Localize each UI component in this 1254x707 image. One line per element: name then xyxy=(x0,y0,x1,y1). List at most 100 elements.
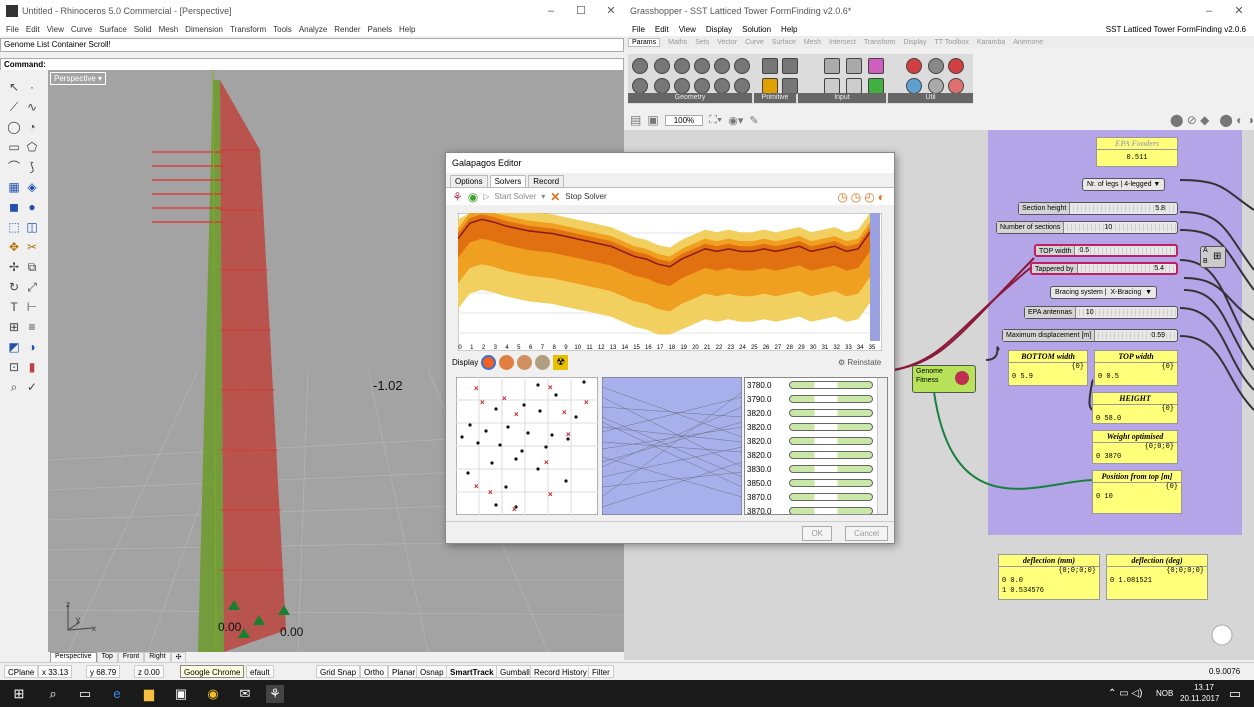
language-indicator[interactable]: NOB xyxy=(1156,689,1174,698)
position-panel[interactable]: Position from top [m] {0} 0 10 xyxy=(1092,470,1182,514)
point-icon[interactable]: · xyxy=(30,80,34,94)
chevron-down-icon[interactable]: ▾ xyxy=(541,192,546,201)
list-item[interactable]: 3830.0 xyxy=(745,462,887,476)
graph-mode-icons[interactable]: ◷◷◴◐ xyxy=(837,189,888,204)
display-mode-2-icon[interactable] xyxy=(499,355,515,370)
weight-panel[interactable]: Weight optimised {0;0;0} 0 3870 xyxy=(1092,430,1178,464)
ribbon-group-geometry[interactable]: Geometry xyxy=(628,93,752,103)
cplane-label[interactable]: CPlane xyxy=(4,665,39,678)
mesh-param-icon[interactable] xyxy=(654,78,670,94)
ribbon-group-input[interactable]: Input xyxy=(798,93,886,103)
analyze-icon[interactable]: ⊡ xyxy=(8,360,20,374)
display-mode-3-icon[interactable] xyxy=(517,355,533,370)
number-param-icon[interactable] xyxy=(762,78,778,94)
select-arrow-icon[interactable]: ↖ xyxy=(8,80,20,94)
toggle-icon[interactable] xyxy=(824,58,840,74)
menu-help[interactable]: Help xyxy=(399,24,416,34)
check-icon[interactable]: ✓ xyxy=(26,380,38,394)
menu-surface[interactable]: Surface xyxy=(99,24,127,34)
deflection-mm-panel[interactable]: deflection (mm) {0;0;0;0} 0 0.0 1 0.534576 xyxy=(998,554,1100,600)
start-solver-button[interactable]: Start Solver xyxy=(494,192,537,201)
edge-icon[interactable]: e xyxy=(113,686,121,701)
circle-param-icon[interactable] xyxy=(694,58,710,74)
curve-param-icon[interactable] xyxy=(734,58,750,74)
windows-start-icon[interactable]: ⊞ xyxy=(13,686,25,701)
field-param-icon[interactable] xyxy=(694,78,710,94)
ok-button[interactable]: OK xyxy=(802,526,832,541)
vector-param-icon[interactable] xyxy=(674,58,690,74)
preview-eye-icon[interactable]: ◉▾ xyxy=(728,114,744,127)
reinstate-button[interactable]: ⚙ Reinstate xyxy=(838,358,881,367)
gh-tab-karamba[interactable]: Karamba xyxy=(976,38,1006,46)
menu-panels[interactable]: Panels xyxy=(367,24,392,34)
gh-menu-display[interactable]: Display xyxy=(705,24,733,34)
scale-icon[interactable]: ⤢ xyxy=(27,280,37,294)
menu-tools[interactable]: Tools xyxy=(273,24,292,34)
menu-view[interactable]: View xyxy=(46,24,64,34)
deflection-deg-panel[interactable]: deflection (deg) {0;0;0;0} 0 1.081521 xyxy=(1106,554,1208,600)
gh-close-icon[interactable]: ✕ xyxy=(1234,5,1244,17)
rectangle-icon[interactable]: ▭ xyxy=(8,140,20,154)
grid-snap-toggle[interactable]: Grid Snap xyxy=(316,665,361,678)
polygon-icon[interactable]: ⬠ xyxy=(26,140,38,154)
panel-icon[interactable] xyxy=(846,78,862,94)
list-item[interactable]: 3820.0 xyxy=(745,448,887,462)
fillet-icon[interactable]: ⌒ xyxy=(7,160,20,174)
height-panel[interactable]: HEIGHT {0} 0 58.0 xyxy=(1092,392,1178,424)
list-item[interactable]: 3870.0 xyxy=(745,490,887,504)
nr-legs-dropdown[interactable]: Nr. of legs | 4-legged ▼ xyxy=(1082,178,1166,191)
sketch-icon[interactable]: ✎ xyxy=(749,114,759,127)
list-item[interactable]: 3780.0 xyxy=(745,378,887,392)
gh-menu-edit[interactable]: Edit xyxy=(654,24,669,34)
zoom-icon[interactable]: ⌕ xyxy=(10,380,18,394)
minimize-icon[interactable]: – xyxy=(547,5,555,17)
line-param-icon[interactable] xyxy=(734,78,750,94)
flask-icon[interactable] xyxy=(948,78,964,94)
circle-icon[interactable]: ◯ xyxy=(7,120,21,134)
number-sections-slider[interactable]: Number of sections 10 xyxy=(996,221,1178,234)
polyline-icon[interactable]: ⟋ xyxy=(9,100,19,114)
maximize-icon[interactable]: ☐ xyxy=(576,5,586,17)
ribbon-group-primitive[interactable]: Primitive xyxy=(754,93,796,103)
button-icon[interactable] xyxy=(846,58,862,74)
menu-file[interactable]: File xyxy=(6,24,19,34)
search-icon[interactable]: ⌕ xyxy=(49,686,57,701)
offset-icon[interactable]: ⟆ xyxy=(29,160,35,174)
galapagos-icon[interactable] xyxy=(868,78,884,94)
file-explorer-icon[interactable]: ▆ xyxy=(144,686,154,701)
gh-tab-sets[interactable]: Sets xyxy=(695,38,710,46)
fitness-list[interactable]: 3780.0 3790.0 3820.0 3820.0 3820.0 3820.… xyxy=(744,377,888,515)
surface-icon[interactable]: ▦ xyxy=(8,180,20,194)
gh-menu-help[interactable]: Help xyxy=(781,24,798,34)
gh-tab-curve[interactable]: Curve xyxy=(745,38,764,46)
gh-tab-tttoolbox[interactable]: TT Toolbox xyxy=(934,38,969,46)
clock-time[interactable]: 13.17 xyxy=(1193,683,1215,692)
mesh-icon[interactable]: ◩ xyxy=(8,340,20,354)
epa-fonders-panel[interactable]: EPA Fonders 0.511 xyxy=(1096,137,1178,167)
cancel-button[interactable]: Cancel xyxy=(845,526,888,541)
list-item[interactable]: 3870.0 xyxy=(745,504,887,514)
cherry-icon[interactable] xyxy=(906,58,922,74)
save-file-icon[interactable]: ▣ xyxy=(647,113,659,127)
sphere-icon[interactable]: ● xyxy=(28,200,36,214)
integer-param-icon[interactable] xyxy=(782,58,798,74)
list-item[interactable]: 3850.0 xyxy=(745,476,887,490)
boolean-icon[interactable]: ✥ xyxy=(8,240,20,254)
tray-icons[interactable]: ⌃ ▭ ◁) xyxy=(1108,688,1143,699)
top-width-panel[interactable]: TOP width {0} 0 0.5 xyxy=(1094,350,1178,386)
clock-date[interactable]: 20.11.2017 xyxy=(1180,694,1220,703)
zoom-extents-icon[interactable]: ⛶▾ xyxy=(709,113,723,126)
relay-icon[interactable] xyxy=(928,78,944,94)
point-param-icon[interactable] xyxy=(654,58,670,74)
bottom-width-panel[interactable]: BOTTOM width {0} 0 5.9 xyxy=(1008,350,1088,386)
gh-tab-transform[interactable]: Transform xyxy=(863,38,896,46)
display-mode-1-icon[interactable] xyxy=(481,355,497,370)
smarttrack-toggle[interactable]: SmartTrack xyxy=(446,665,498,678)
group-param-icon[interactable] xyxy=(714,78,730,94)
curve-icon[interactable]: ∿ xyxy=(26,100,38,114)
split-icon[interactable]: ✂ xyxy=(26,240,38,254)
list-item[interactable]: 3820.0 xyxy=(745,406,887,420)
render-icon[interactable]: ◑ xyxy=(28,340,36,354)
osnap-toggle[interactable]: Osnap xyxy=(416,665,448,678)
list-scrollbar[interactable] xyxy=(877,378,887,514)
